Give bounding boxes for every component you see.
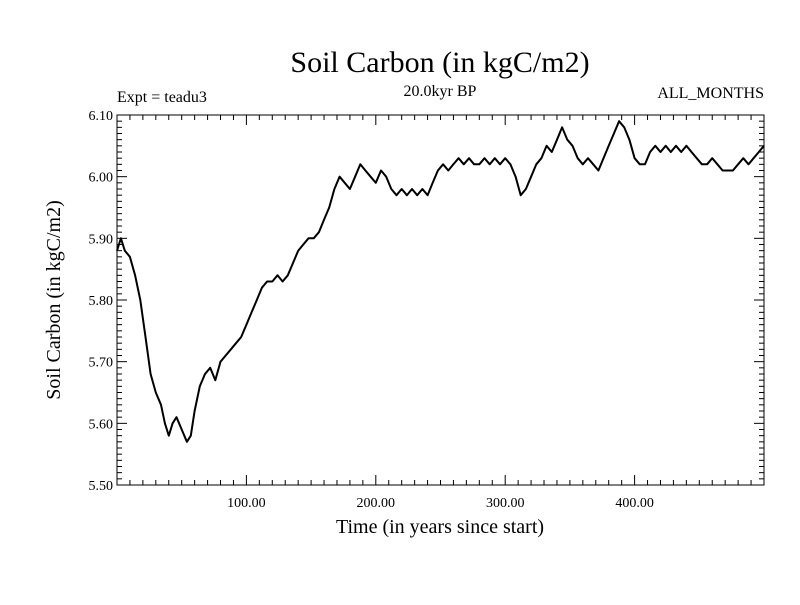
- chart-subtitle: 20.0kyr BP: [404, 83, 477, 100]
- x-axis-label: Time (in years since start): [336, 516, 544, 538]
- y-tick-label: 5.60: [89, 417, 114, 432]
- experiment-label: Expt = teadu3: [117, 89, 207, 106]
- y-tick-label: 5.50: [89, 479, 114, 494]
- x-tick-label: 100.00: [227, 496, 266, 511]
- y-tick-label: 6.10: [89, 109, 114, 124]
- chart-title: Soil Carbon (in kgC/m2): [290, 46, 589, 79]
- y-tick-label: 5.80: [89, 294, 114, 309]
- y-tick-label: 5.70: [89, 356, 114, 371]
- x-tick-label: 200.00: [357, 496, 396, 511]
- y-axis-label: Soil Carbon (in kgC/m2): [43, 200, 65, 399]
- x-tick-label: 300.00: [486, 496, 525, 511]
- x-tick-label: 400.00: [615, 496, 654, 511]
- axis-ticks: [117, 115, 764, 485]
- y-tick-label: 5.90: [89, 232, 114, 247]
- period-label: ALL_MONTHS: [657, 85, 764, 102]
- plot-frame: [116, 114, 765, 486]
- soil-carbon-series-line: [116, 120, 765, 443]
- y-tick-label: 6.00: [89, 171, 114, 186]
- axis-tick-labels: 100.00 200.00 300.00 400.00 5.50 5.60 5.70 5.80…: [89, 109, 654, 511]
